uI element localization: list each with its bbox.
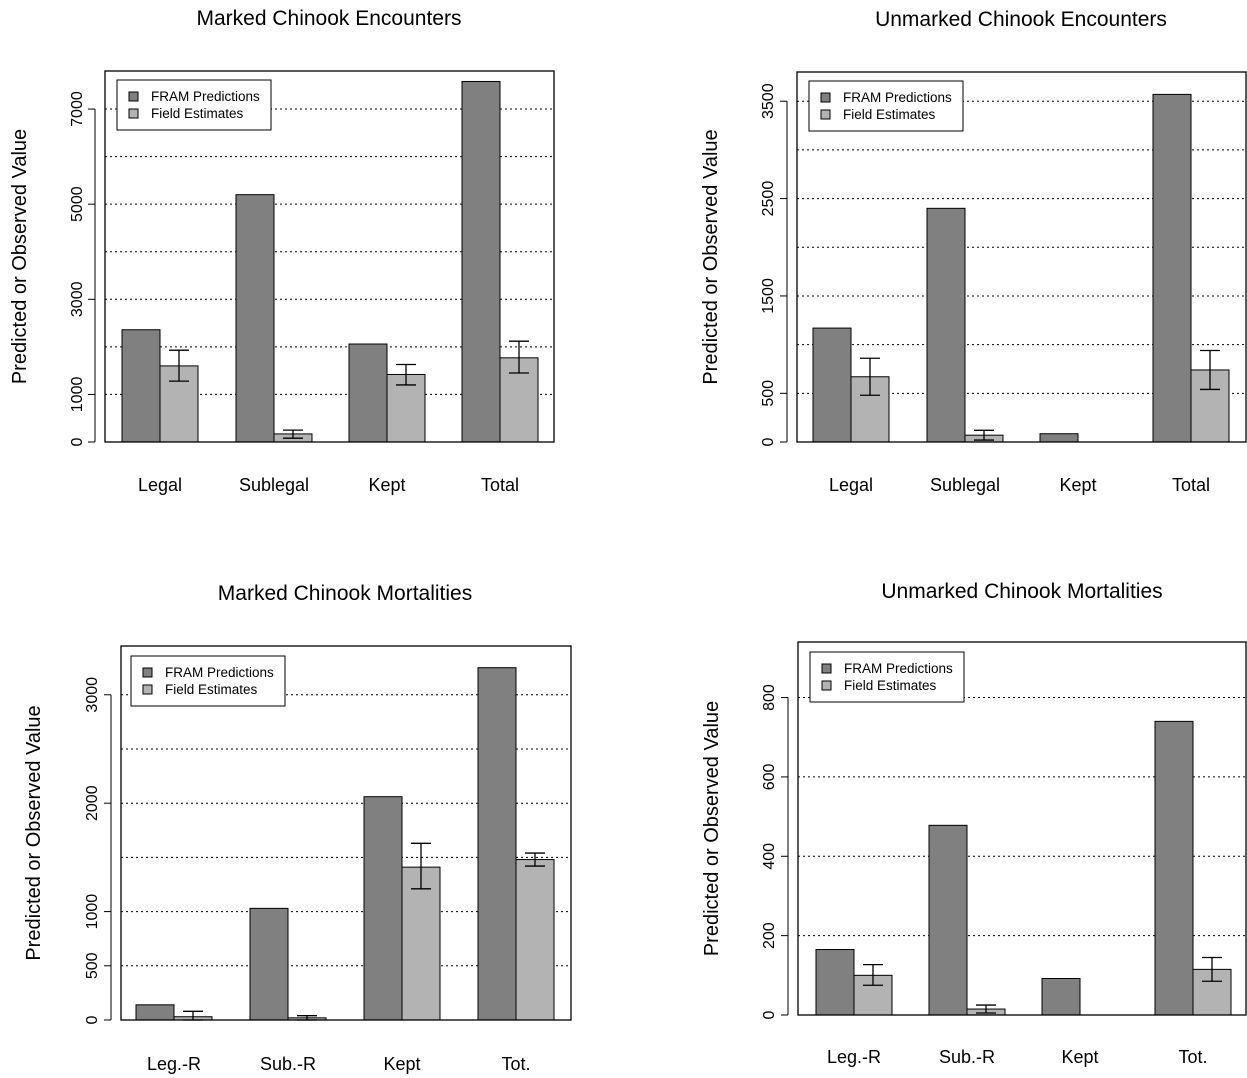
legend-swatch-field [142, 684, 153, 695]
legend: FRAM Predictions Field Estimates [130, 655, 286, 707]
legend-swatch-fram [821, 663, 832, 674]
y-tick-label: 2500 [760, 181, 777, 217]
chart-title: Unmarked Chinook Mortalities [881, 580, 1162, 603]
fram-prediction-bar [249, 907, 289, 1021]
legend-box [116, 79, 272, 131]
y-axis-label: Predicted or Observed Value [701, 701, 723, 956]
fram-prediction-bar [1039, 433, 1079, 443]
x-tick-label: Sublegal [239, 475, 309, 495]
fram-prediction-bar [363, 796, 403, 1021]
legend: FRAM Predictions Field Estimates [116, 79, 272, 131]
y-tick-label: 500 [84, 952, 101, 979]
x-tick-label: Leg.-R [147, 1054, 201, 1074]
legend-label-fram: FRAM Predictions [843, 90, 952, 105]
fram-prediction-bar [477, 667, 517, 1021]
fram-prediction-bar [348, 343, 388, 443]
chart-panel-4: Unmarked Chinook Mortalities Predicted or… [701, 580, 1247, 1067]
chart-title: Marked Chinook Encounters [197, 7, 462, 30]
x-tick-label: Sublegal [930, 475, 1000, 495]
legend-label-field: Field Estimates [844, 678, 937, 693]
y-tick-label: 200 [761, 922, 778, 949]
x-tick-label: Tot. [501, 1054, 530, 1074]
y-tick-label: 0 [760, 437, 777, 446]
y-tick-label: 800 [761, 684, 778, 711]
y-tick-label: 1500 [760, 278, 777, 314]
fram-prediction-bar [1152, 93, 1192, 443]
legend-label-fram: FRAM Predictions [151, 89, 260, 104]
x-tick-label: Kept [1061, 1047, 1098, 1067]
fram-prediction-bar [1154, 720, 1194, 1016]
x-tick-label: Legal [829, 475, 873, 495]
plot-frame [796, 71, 1247, 443]
x-tick-label: Sub.-R [260, 1054, 316, 1074]
y-tick-label: 3500 [760, 83, 777, 119]
legend-box [808, 80, 964, 132]
fram-prediction-bar [1041, 977, 1081, 1016]
x-tick-label: Legal [138, 475, 182, 495]
x-tick-label: Kept [368, 475, 405, 495]
x-tick-label: Kept [1059, 475, 1096, 495]
chart-panel-2: Unmarked Chinook Encounters Predicted or … [700, 8, 1247, 495]
chart-panel-3: Marked Chinook Mortalities Predicted or O… [23, 582, 572, 1074]
legend-swatch-fram [142, 667, 153, 678]
chart-panel-1: Marked Chinook Encounters Predicted or Ob… [9, 7, 555, 495]
fram-prediction-bar [815, 949, 855, 1016]
field-estimate-bar [515, 859, 555, 1021]
legend-label-field: Field Estimates [165, 682, 258, 697]
legend-swatch-fram [820, 92, 831, 103]
y-axis-label: Predicted or Observed Value [700, 129, 722, 384]
plot-frame [120, 645, 572, 1021]
x-tick-label: Tot. [1178, 1047, 1207, 1067]
chart-title: Marked Chinook Mortalities [218, 582, 472, 605]
x-tick-label: Total [1172, 475, 1210, 495]
legend-swatch-field [821, 680, 832, 691]
y-tick-label: 600 [761, 763, 778, 790]
y-tick-label: 1000 [69, 377, 86, 413]
fram-prediction-bar [135, 1004, 175, 1021]
plot-frame [797, 641, 1247, 1016]
x-tick-label: Leg.-R [827, 1047, 881, 1067]
legend-box [809, 651, 965, 703]
fram-prediction-bar [461, 80, 501, 443]
fram-prediction-bar [926, 207, 966, 443]
legend-box [130, 655, 286, 707]
fram-prediction-bar [812, 327, 852, 443]
y-tick-label: 0 [761, 1010, 778, 1019]
x-tick-label: Total [481, 475, 519, 495]
plot-frame [104, 70, 555, 443]
y-tick-label: 0 [84, 1015, 101, 1024]
y-tick-label: 1000 [84, 894, 101, 930]
y-tick-label: 400 [761, 843, 778, 870]
legend-swatch-fram [128, 91, 139, 102]
y-tick-label: 5000 [69, 186, 86, 222]
field-estimate-bar [386, 373, 426, 443]
legend-swatch-field [128, 108, 139, 119]
field-estimate-bar [401, 866, 441, 1021]
y-tick-label: 3000 [84, 677, 101, 713]
fram-prediction-bar [928, 824, 968, 1016]
legend-label-field: Field Estimates [843, 107, 936, 122]
fram-prediction-bar [235, 194, 275, 443]
legend-swatch-field [820, 109, 831, 120]
y-tick-label: 500 [760, 380, 777, 407]
chart-title: Unmarked Chinook Encounters [875, 8, 1167, 31]
y-tick-label: 3000 [69, 281, 86, 317]
x-tick-label: Sub.-R [939, 1047, 995, 1067]
y-tick-label: 0 [69, 437, 86, 446]
legend: FRAM Predictions Field Estimates [808, 80, 964, 132]
y-axis-label: Predicted or Observed Value [9, 129, 31, 384]
y-tick-label: 7000 [69, 91, 86, 127]
y-tick-label: 2000 [84, 785, 101, 821]
legend-label-fram: FRAM Predictions [165, 665, 274, 680]
x-tick-label: Kept [383, 1054, 420, 1074]
legend-label-fram: FRAM Predictions [844, 661, 953, 676]
legend: FRAM Predictions Field Estimates [809, 651, 965, 703]
legend-label-field: Field Estimates [151, 106, 244, 121]
y-axis-label: Predicted or Observed Value [23, 705, 45, 960]
fram-prediction-bar [121, 329, 161, 443]
